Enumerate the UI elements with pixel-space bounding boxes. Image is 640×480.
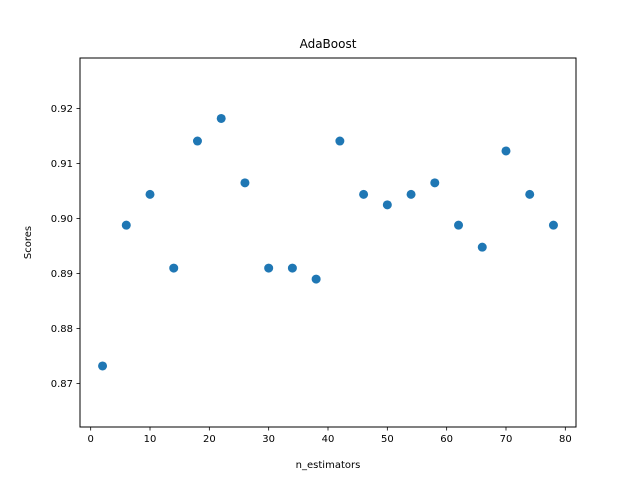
x-tick-label: 10 <box>144 434 157 445</box>
x-tick-label: 60 <box>440 434 453 445</box>
data-point <box>477 242 487 252</box>
data-point <box>121 220 131 230</box>
data-point <box>216 113 226 123</box>
data-point <box>311 274 321 284</box>
data-point <box>525 189 535 199</box>
data-point <box>548 220 558 230</box>
data-point <box>406 189 416 199</box>
x-tick-label: 40 <box>322 434 335 445</box>
data-point <box>335 136 345 146</box>
y-tick-label: 0.91 <box>51 159 73 170</box>
y-tick-label: 0.88 <box>51 324 73 335</box>
data-point <box>169 263 179 273</box>
x-axis-label: n_estimators <box>296 460 361 471</box>
data-point <box>145 189 155 199</box>
x-tick-label: 80 <box>559 434 572 445</box>
data-point <box>192 136 202 146</box>
x-tick-label: 70 <box>500 434 513 445</box>
data-point <box>382 200 392 210</box>
plot-area-frame <box>79 57 577 428</box>
y-tick-label: 0.90 <box>51 214 73 225</box>
y-tick-label: 0.89 <box>51 269 73 280</box>
y-axis-ticks: 0.87 0.88 0.89 0.90 0.91 0.92 <box>51 104 80 390</box>
y-tick-label: 0.92 <box>51 104 73 115</box>
data-point <box>359 189 369 199</box>
data-point <box>98 361 108 371</box>
data-point <box>264 263 274 273</box>
x-axis-ticks: 0 10 20 30 40 50 60 70 80 <box>87 427 572 445</box>
data-points <box>98 113 558 371</box>
data-point <box>287 263 297 273</box>
data-point <box>454 220 464 230</box>
data-point <box>240 178 250 188</box>
x-tick-label: 30 <box>262 434 275 445</box>
data-point <box>501 146 511 156</box>
y-axis-label: Scores <box>23 226 34 259</box>
y-tick-label: 0.87 <box>51 379 73 390</box>
x-tick-label: 50 <box>381 434 394 445</box>
x-tick-label: 20 <box>203 434 216 445</box>
chart-title: AdaBoost <box>300 37 357 51</box>
data-point <box>430 178 440 188</box>
x-tick-label: 0 <box>87 434 93 445</box>
